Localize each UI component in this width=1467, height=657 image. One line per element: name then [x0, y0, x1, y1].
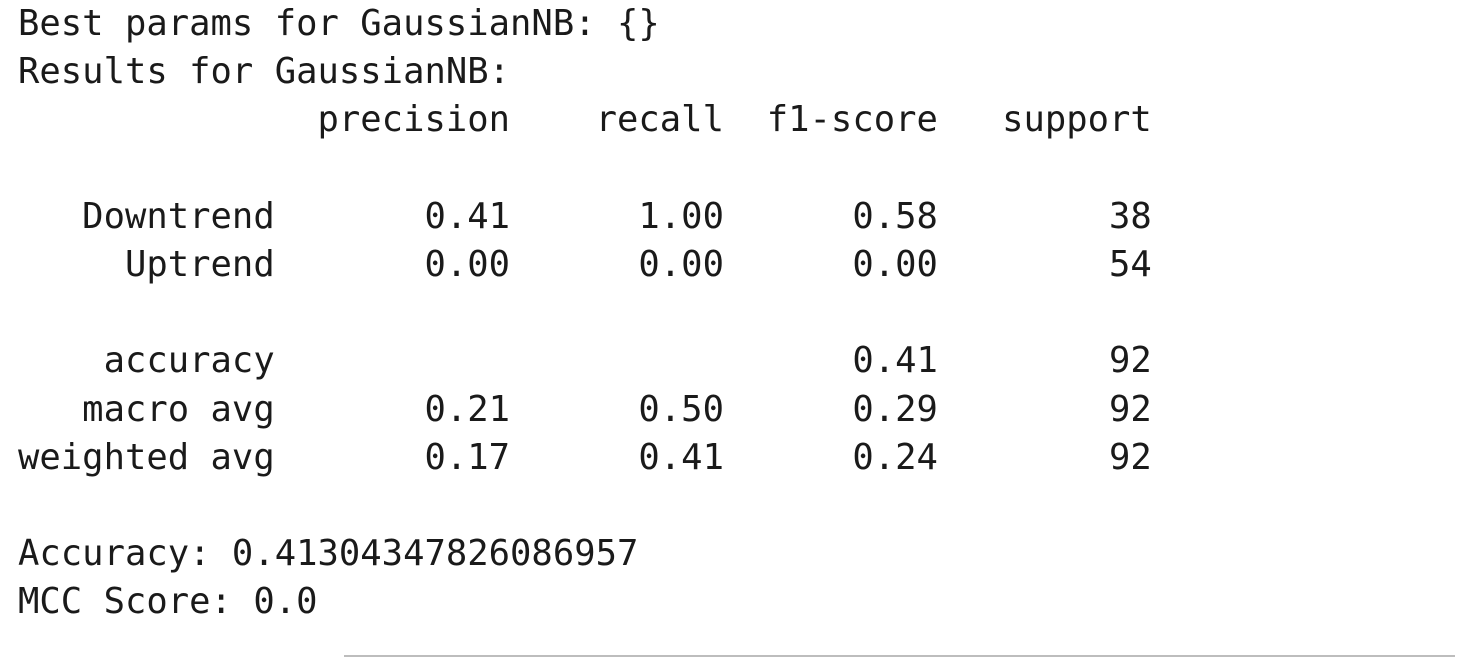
report-row-weighted-avg: weighted avg 0.17 0.41 0.24 92 [18, 436, 1152, 478]
cell-output: Best params for GaussianNB: {} Results f… [18, 0, 1152, 626]
mcc-score-line: MCC Score: 0.0 [18, 581, 318, 623]
report-row-uptrend: Uptrend 0.00 0.00 0.00 54 [18, 243, 1152, 285]
report-row-macro-avg: macro avg 0.21 0.50 0.29 92 [18, 388, 1152, 430]
blank-line [18, 289, 1152, 337]
report-column-headers: precision recall f1-score support [18, 99, 1152, 141]
output-divider [344, 655, 1455, 657]
best-params-line: Best params for GaussianNB: {} [18, 3, 660, 44]
blank-line [18, 482, 1152, 530]
report-row-downtrend: Downtrend 0.41 1.00 0.58 38 [18, 195, 1152, 237]
accuracy-line: Accuracy: 0.41304347826086957 [18, 533, 639, 575]
results-header-line: Results for GaussianNB: [18, 51, 511, 93]
blank-line [18, 145, 1152, 193]
report-row-accuracy: accuracy 0.41 92 [18, 340, 1152, 382]
